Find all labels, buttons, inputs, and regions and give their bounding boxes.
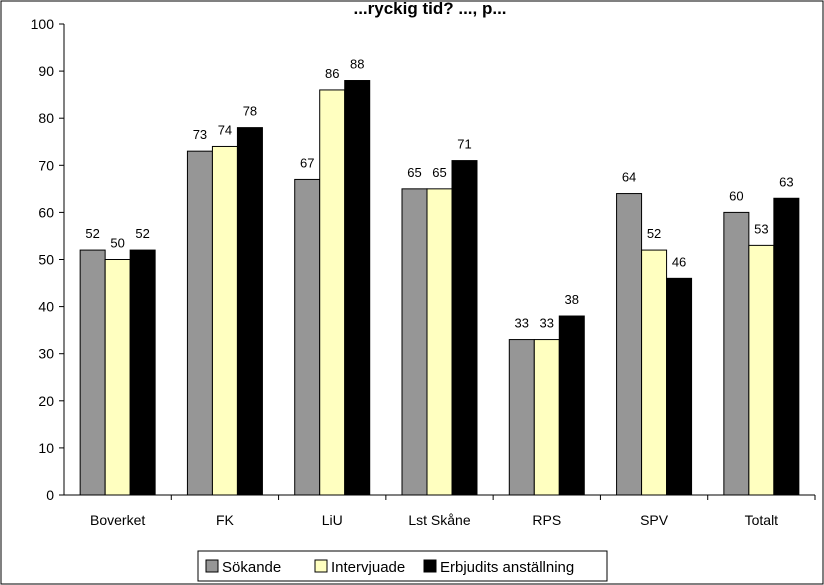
legend-swatch [314, 559, 328, 573]
x-tick-label: Lst Skåne [408, 512, 470, 528]
bar [401, 188, 428, 496]
bar [129, 249, 156, 496]
data-label: 38 [565, 292, 579, 307]
bar [508, 339, 535, 496]
data-label: 53 [754, 221, 768, 236]
bar [426, 188, 453, 496]
data-label: 52 [647, 226, 661, 241]
x-tick-label: Totalt [745, 512, 779, 528]
bar [533, 339, 560, 496]
legend-entry: Sökande [222, 559, 281, 576]
data-label: 64 [622, 170, 636, 185]
bar [616, 193, 643, 496]
x-tick-label: LiU [322, 512, 343, 528]
data-label: 73 [193, 127, 207, 142]
chart-title: ...ryckig tid? ..., p... [353, 0, 506, 18]
legend-box [197, 550, 608, 582]
legend: Sökande Intervjuade Erbjudits anställning [197, 550, 608, 582]
y-tick-label: 100 [31, 16, 55, 32]
data-label: 74 [218, 122, 232, 137]
data-label: 63 [779, 174, 793, 189]
bar [344, 80, 371, 496]
bar [294, 178, 321, 496]
bar [236, 127, 263, 496]
legend-swatch [205, 559, 219, 573]
y-tick-label: 90 [38, 63, 54, 79]
data-label: 50 [110, 236, 124, 251]
bar [773, 197, 800, 496]
bar [723, 211, 750, 496]
bar [558, 315, 585, 496]
data-labels: 52 50 52 73 74 78 67 86 88 65 65 71 33 33 38 64 52 46 60 53… [85, 57, 793, 331]
bar [666, 277, 693, 496]
bar [186, 150, 213, 496]
y-tick-label: 30 [38, 346, 54, 362]
data-label: 52 [85, 226, 99, 241]
data-label: 46 [672, 254, 686, 269]
y-tick-label: 50 [38, 252, 54, 268]
data-label: 52 [135, 226, 149, 241]
y-tick-label: 70 [38, 157, 54, 173]
x-tick-label: FK [216, 512, 235, 528]
data-label: 65 [407, 165, 421, 180]
y-tick-label: 80 [38, 110, 54, 126]
data-label: 67 [300, 155, 314, 170]
x-tick-label: Boverket [90, 512, 145, 528]
bars [79, 80, 800, 496]
bar [79, 249, 106, 496]
data-label: 33 [540, 316, 554, 331]
data-label: 33 [515, 316, 529, 331]
data-label: 88 [350, 57, 364, 72]
legend-entry: Erbjudits anställning [440, 559, 574, 576]
data-label: 71 [457, 137, 471, 152]
legend-entry: Intervjuade [331, 559, 405, 576]
y-tick-label: 60 [38, 204, 54, 220]
x-tick-label: RPS [532, 512, 561, 528]
y-tick-label: 20 [38, 393, 54, 409]
data-label: 60 [729, 188, 743, 203]
bar [319, 89, 346, 496]
bar [641, 249, 668, 496]
y-tick-label: 0 [46, 487, 54, 503]
bar [211, 145, 238, 496]
y-tick-label: 10 [38, 440, 54, 456]
bar [451, 160, 478, 496]
bar [748, 244, 775, 496]
x-tick-label: SPV [640, 512, 669, 528]
data-label: 65 [432, 165, 446, 180]
legend-swatch [423, 559, 437, 573]
data-label: 78 [243, 104, 257, 119]
bar [104, 259, 131, 496]
y-tick-label: 40 [38, 299, 54, 315]
data-label: 86 [325, 66, 339, 81]
